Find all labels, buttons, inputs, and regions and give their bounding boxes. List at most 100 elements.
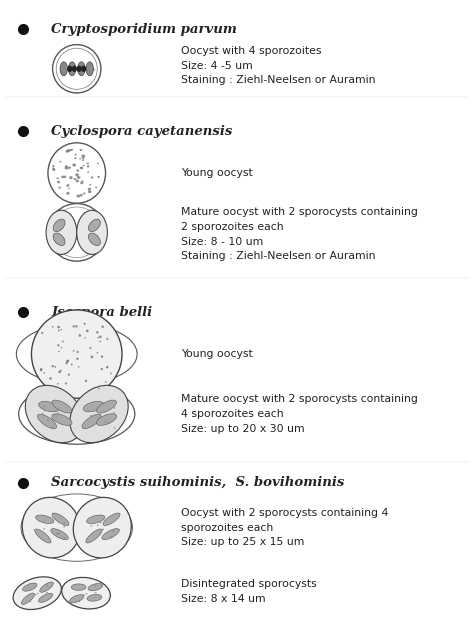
Ellipse shape bbox=[60, 369, 62, 371]
Ellipse shape bbox=[71, 149, 73, 150]
Ellipse shape bbox=[75, 325, 78, 327]
Ellipse shape bbox=[110, 536, 112, 538]
Circle shape bbox=[73, 66, 76, 71]
Ellipse shape bbox=[73, 164, 76, 166]
Ellipse shape bbox=[82, 154, 85, 157]
Ellipse shape bbox=[66, 360, 69, 362]
Text: Sarcocystis suihominis,  S. bovihominis: Sarcocystis suihominis, S. bovihominis bbox=[51, 476, 345, 489]
Ellipse shape bbox=[36, 515, 54, 524]
Ellipse shape bbox=[64, 526, 65, 527]
Ellipse shape bbox=[110, 373, 112, 374]
Ellipse shape bbox=[47, 420, 49, 422]
Ellipse shape bbox=[87, 594, 102, 601]
Ellipse shape bbox=[86, 329, 89, 333]
Ellipse shape bbox=[85, 380, 87, 382]
Ellipse shape bbox=[95, 187, 97, 189]
Text: Oocyst with 2 sporocysts containing 4
sporozoites each
Size: up to 25 x 15 um: Oocyst with 2 sporocysts containing 4 sp… bbox=[181, 508, 389, 547]
Ellipse shape bbox=[64, 166, 68, 169]
Ellipse shape bbox=[67, 149, 71, 152]
Ellipse shape bbox=[91, 525, 92, 526]
Text: Mature oocyst with 2 sporocysts containing
4 sporozoites each
Size: up to 20 x 3: Mature oocyst with 2 sporocysts containi… bbox=[181, 394, 418, 434]
Ellipse shape bbox=[75, 180, 79, 182]
Ellipse shape bbox=[21, 593, 35, 605]
Ellipse shape bbox=[96, 331, 99, 334]
Ellipse shape bbox=[61, 347, 63, 348]
Ellipse shape bbox=[99, 336, 102, 338]
Ellipse shape bbox=[89, 219, 100, 232]
Text: Young oocyst: Young oocyst bbox=[181, 168, 253, 178]
Ellipse shape bbox=[66, 185, 68, 187]
Text: Cyclospora cayetanensis: Cyclospora cayetanensis bbox=[51, 125, 233, 138]
Ellipse shape bbox=[107, 422, 109, 424]
Ellipse shape bbox=[90, 347, 91, 349]
Ellipse shape bbox=[64, 537, 65, 538]
Circle shape bbox=[77, 66, 81, 71]
Ellipse shape bbox=[80, 166, 83, 169]
Ellipse shape bbox=[13, 577, 61, 610]
Text: Mature oocyst with 2 sporocysts containing
2 sporozoites each
Size: 8 - 10 um
St: Mature oocyst with 2 sporocysts containi… bbox=[181, 207, 418, 261]
Ellipse shape bbox=[69, 176, 73, 179]
Ellipse shape bbox=[114, 427, 116, 429]
Ellipse shape bbox=[102, 529, 119, 540]
Ellipse shape bbox=[87, 410, 89, 412]
Ellipse shape bbox=[23, 583, 37, 591]
Ellipse shape bbox=[62, 577, 110, 609]
Ellipse shape bbox=[77, 210, 108, 254]
Ellipse shape bbox=[70, 149, 72, 151]
Ellipse shape bbox=[75, 154, 77, 155]
Text: Young oocyst: Young oocyst bbox=[181, 349, 253, 359]
Ellipse shape bbox=[68, 373, 70, 376]
Ellipse shape bbox=[65, 165, 68, 168]
Ellipse shape bbox=[35, 529, 51, 543]
Ellipse shape bbox=[96, 414, 117, 426]
Ellipse shape bbox=[88, 583, 103, 590]
Ellipse shape bbox=[78, 366, 79, 368]
Ellipse shape bbox=[76, 357, 79, 360]
Ellipse shape bbox=[52, 168, 55, 171]
Ellipse shape bbox=[110, 399, 112, 401]
Ellipse shape bbox=[44, 410, 46, 412]
Ellipse shape bbox=[97, 176, 100, 178]
Ellipse shape bbox=[87, 171, 89, 173]
Ellipse shape bbox=[57, 344, 60, 347]
Ellipse shape bbox=[77, 176, 79, 178]
Ellipse shape bbox=[71, 584, 86, 590]
Ellipse shape bbox=[83, 594, 85, 596]
Ellipse shape bbox=[87, 162, 89, 164]
Ellipse shape bbox=[98, 337, 99, 338]
Circle shape bbox=[82, 66, 86, 71]
Circle shape bbox=[68, 66, 72, 71]
Ellipse shape bbox=[83, 192, 85, 194]
Ellipse shape bbox=[78, 62, 85, 76]
Ellipse shape bbox=[22, 497, 80, 558]
Ellipse shape bbox=[75, 173, 79, 176]
Ellipse shape bbox=[52, 165, 55, 168]
Ellipse shape bbox=[83, 323, 86, 325]
Ellipse shape bbox=[102, 529, 104, 530]
Ellipse shape bbox=[70, 385, 128, 443]
Ellipse shape bbox=[80, 149, 82, 151]
Ellipse shape bbox=[67, 184, 70, 187]
Ellipse shape bbox=[52, 426, 53, 428]
Ellipse shape bbox=[53, 219, 65, 232]
Ellipse shape bbox=[88, 190, 91, 193]
Ellipse shape bbox=[82, 165, 84, 166]
Ellipse shape bbox=[78, 601, 80, 602]
Ellipse shape bbox=[97, 352, 98, 354]
Ellipse shape bbox=[60, 62, 67, 76]
Ellipse shape bbox=[86, 593, 88, 594]
Text: Oocyst with 4 sporozoites
Size: 4 -5 um
Staining : Ziehl-Neelsen or Auramin: Oocyst with 4 sporozoites Size: 4 -5 um … bbox=[181, 46, 376, 85]
Ellipse shape bbox=[31, 310, 122, 398]
Ellipse shape bbox=[40, 368, 43, 370]
Text: Cryptosporidium parvum: Cryptosporidium parvum bbox=[51, 23, 237, 36]
Ellipse shape bbox=[66, 362, 68, 364]
Ellipse shape bbox=[43, 405, 45, 407]
Ellipse shape bbox=[73, 325, 75, 327]
Ellipse shape bbox=[65, 150, 68, 152]
Ellipse shape bbox=[77, 351, 79, 353]
Ellipse shape bbox=[87, 166, 90, 168]
Ellipse shape bbox=[80, 194, 83, 196]
Ellipse shape bbox=[106, 366, 109, 368]
Ellipse shape bbox=[35, 594, 36, 596]
Ellipse shape bbox=[61, 329, 62, 331]
